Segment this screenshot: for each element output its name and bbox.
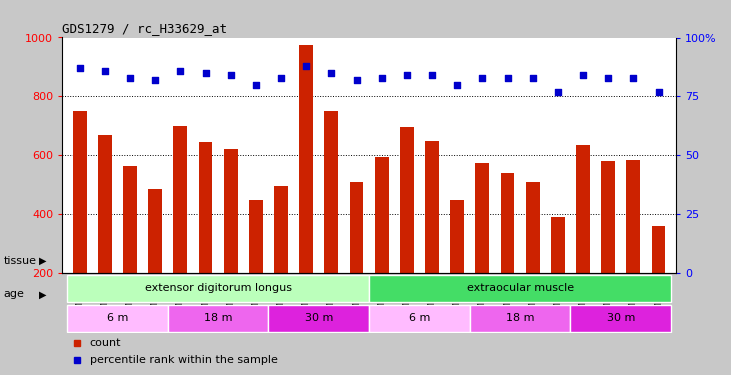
- Bar: [299, 45, 313, 273]
- Point: [325, 70, 337, 76]
- Bar: [325, 111, 338, 273]
- Point: [225, 72, 237, 78]
- Point: [175, 68, 186, 74]
- Point: [250, 82, 262, 88]
- Bar: [67, 305, 168, 332]
- Point: [653, 89, 664, 95]
- Bar: [570, 305, 671, 332]
- Point: [124, 75, 136, 81]
- Text: 18 m: 18 m: [204, 313, 232, 323]
- Point: [351, 77, 363, 83]
- Point: [300, 63, 312, 69]
- Bar: [626, 160, 640, 273]
- Bar: [602, 161, 616, 273]
- Point: [501, 75, 513, 81]
- Bar: [470, 305, 570, 332]
- Bar: [375, 157, 389, 273]
- Bar: [369, 305, 470, 332]
- Bar: [123, 166, 137, 273]
- Point: [376, 75, 387, 81]
- Text: extensor digitorum longus: extensor digitorum longus: [145, 283, 292, 293]
- Text: extraocular muscle: extraocular muscle: [466, 283, 574, 293]
- Point: [477, 75, 488, 81]
- Bar: [199, 142, 213, 273]
- Point: [401, 72, 413, 78]
- Text: 6 m: 6 m: [107, 313, 128, 323]
- Bar: [224, 150, 238, 273]
- Point: [99, 68, 111, 74]
- Bar: [67, 275, 369, 302]
- Bar: [249, 200, 263, 273]
- Text: age: age: [4, 290, 25, 299]
- Point: [149, 77, 161, 83]
- Text: percentile rank within the sample: percentile rank within the sample: [90, 355, 278, 365]
- Bar: [173, 126, 187, 273]
- Point: [552, 89, 564, 95]
- Point: [200, 70, 211, 76]
- Text: ▶: ▶: [39, 256, 46, 266]
- Text: 30 m: 30 m: [305, 313, 333, 323]
- Point: [74, 65, 86, 71]
- Bar: [349, 182, 363, 273]
- Bar: [425, 141, 439, 273]
- Bar: [526, 182, 539, 273]
- Bar: [148, 189, 162, 273]
- Bar: [98, 135, 112, 273]
- Text: 18 m: 18 m: [506, 313, 534, 323]
- Point: [602, 75, 614, 81]
- Bar: [450, 200, 464, 273]
- Text: GDS1279 / rc_H33629_at: GDS1279 / rc_H33629_at: [62, 22, 227, 35]
- Bar: [268, 305, 369, 332]
- Bar: [551, 217, 565, 273]
- Text: tissue: tissue: [4, 256, 37, 266]
- Text: count: count: [90, 338, 121, 348]
- Point: [577, 72, 589, 78]
- Bar: [274, 186, 288, 273]
- Bar: [576, 145, 590, 273]
- Bar: [73, 111, 87, 273]
- Text: ▶: ▶: [39, 290, 46, 299]
- Point: [627, 75, 639, 81]
- Point: [276, 75, 287, 81]
- Text: 6 m: 6 m: [409, 313, 430, 323]
- Point: [451, 82, 463, 88]
- Text: 30 m: 30 m: [607, 313, 635, 323]
- Bar: [501, 173, 515, 273]
- Bar: [475, 163, 489, 273]
- Point: [527, 75, 539, 81]
- Bar: [369, 275, 671, 302]
- Bar: [168, 305, 268, 332]
- Bar: [400, 128, 414, 273]
- Point: [426, 72, 438, 78]
- Bar: [651, 226, 665, 273]
